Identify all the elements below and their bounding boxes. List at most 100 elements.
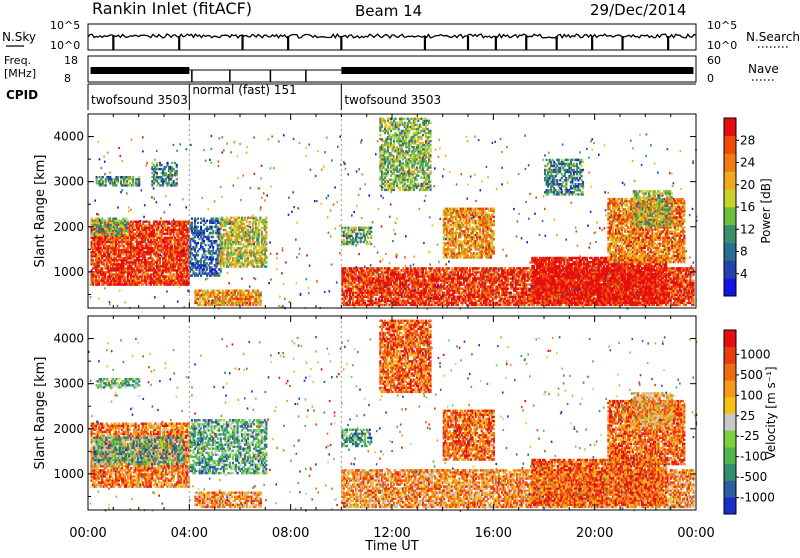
heatmap-cell [126, 218, 128, 220]
heatmap-cell [385, 124, 387, 126]
heatmap-cell [191, 218, 193, 220]
heatmap-cell [246, 219, 248, 221]
freq-label-2: [MHz] [4, 67, 36, 80]
heatmap-cell [197, 254, 199, 256]
heatmap-cell [223, 265, 225, 267]
heatmap-cell [392, 122, 394, 124]
heatmap-cell [404, 273, 406, 275]
heatmap-cell [219, 290, 221, 292]
heatmap-cell [132, 178, 134, 180]
heatmap-cell [150, 253, 152, 255]
heatmap-cell [174, 162, 176, 164]
heatmap-cell [227, 265, 229, 267]
heatmap-cell [428, 175, 430, 177]
heatmap-cell [123, 245, 125, 247]
heatmap-cell [223, 253, 225, 255]
heatmap-cell [203, 232, 205, 234]
heatmap-cell [176, 172, 178, 174]
heatmap-cell [250, 245, 252, 247]
heatmap-cell [195, 258, 197, 260]
heatmap-cell [261, 265, 263, 267]
freq-label-1: Freq. [4, 54, 31, 67]
heatmap-cell [408, 162, 410, 164]
heatmap-cell [430, 122, 432, 124]
heatmap-cell [255, 245, 257, 247]
heatmap-cell [260, 300, 262, 302]
heatmap-cell [399, 189, 401, 191]
heatmap-cell [212, 246, 214, 248]
heatmap-cell [237, 219, 239, 221]
freq-band [341, 67, 693, 74]
heatmap-cell [162, 184, 164, 186]
power-heatmap [90, 118, 698, 310]
heatmap-cell [102, 180, 104, 182]
heatmap-cell [413, 189, 415, 191]
heatmap-cell [212, 256, 214, 258]
heatmap-cell [387, 148, 389, 150]
heatmap-cell [248, 290, 250, 292]
heatmap-cell [215, 240, 217, 242]
heatmap-cell [186, 241, 188, 243]
heatmap-cell [430, 130, 432, 132]
heatmap-cell [123, 273, 125, 275]
heatmap-cell [129, 182, 131, 184]
heatmap-cell [417, 128, 419, 130]
heatmap-cell [396, 183, 398, 185]
freq-right-tick-top: 60 [707, 54, 721, 67]
heatmap-cell [404, 118, 406, 120]
heatmap-cell [203, 240, 205, 242]
heatmap-cell [381, 189, 383, 191]
heatmap-cell [212, 218, 214, 220]
heatmap-cell [230, 245, 232, 247]
heatmap-cell [138, 180, 140, 182]
heatmap-cell [191, 258, 193, 260]
heatmap-cell [212, 236, 214, 238]
heatmap-cell [430, 170, 432, 172]
heatmap-cell [360, 233, 362, 235]
noise-right-tick-top: 10^5 [707, 19, 737, 32]
heatmap-cell [197, 218, 199, 220]
heatmap-cell [382, 273, 384, 275]
heatmap-cell [157, 253, 159, 255]
noise-right-tick-bottom: 10^0 [707, 39, 737, 52]
heatmap-cell [132, 176, 134, 178]
heatmap-cell [430, 140, 432, 142]
heatmap-cell [367, 237, 369, 239]
heatmap-cell [398, 267, 400, 269]
heatmap-cell [430, 160, 432, 162]
heatmap-cell [399, 160, 401, 162]
heatmap-cell [425, 160, 427, 162]
heatmap-cell [153, 259, 155, 261]
heatmap-cell [224, 225, 226, 227]
heatmap-cell [258, 241, 260, 243]
heatmap-cell [352, 288, 354, 290]
heatmap-cell [123, 218, 125, 220]
heatmap-cell [241, 217, 243, 219]
heatmap-cell [138, 227, 140, 229]
heatmap-cell [176, 182, 178, 184]
heatmap-cell [385, 175, 387, 177]
heatmap-cell [351, 233, 353, 235]
heatmap-cell [363, 241, 365, 243]
heatmap-cell [209, 246, 211, 248]
freq-band [91, 67, 190, 74]
heatmap-cell [395, 128, 397, 130]
heatmap-cell [425, 267, 427, 269]
heatmap-cell [370, 235, 372, 237]
heatmap-cell [211, 260, 213, 262]
heatmap-cell [395, 118, 397, 120]
freq-left-tick-bottom: 8 [64, 72, 71, 85]
heatmap-cell [156, 164, 158, 166]
heatmap-cell [375, 298, 377, 300]
heatmap-cell [92, 259, 94, 261]
heatmap-cell [126, 234, 128, 236]
heatmap-cell [156, 162, 158, 164]
heatmap-cell [246, 251, 248, 253]
freq-left-tick-top: 18 [64, 54, 78, 67]
heatmap-cell [243, 265, 245, 267]
heatmap-cell [249, 300, 251, 302]
heatmap-cell [379, 134, 381, 136]
heatmap-cell [428, 120, 430, 122]
heatmap-cell [156, 172, 158, 174]
